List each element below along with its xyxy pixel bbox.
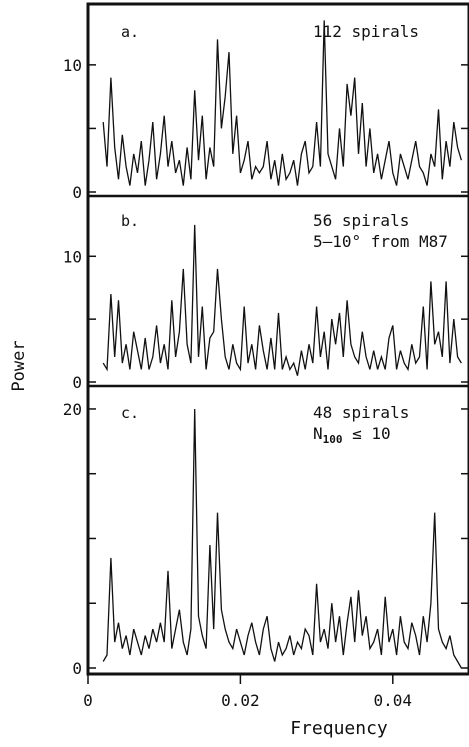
panel-annotation: 56 spirals — [313, 211, 409, 230]
panel-annotation: 112 spirals — [313, 22, 419, 41]
y-tick-label: 10 — [63, 247, 82, 266]
plot-frame — [86, 2, 469, 676]
panel-b: 0 10 b. 56 spirals 5–10° from M87 — [63, 211, 469, 392]
panel-c: 0 20 c. 48 spirals N100 ≤ 10 — [63, 400, 469, 678]
power-series-line — [102, 20, 463, 186]
y-tick-label: 10 — [63, 56, 82, 75]
panel-annotation: 5–10° from M87 — [313, 232, 448, 251]
panel-annotation: 48 spirals — [313, 403, 409, 422]
x-tick-label: 0.02 — [221, 691, 260, 710]
y-tick-label: 0 — [72, 373, 82, 392]
y-axis-title: Power — [9, 340, 29, 391]
panel-annotation: N100 ≤ 10 — [313, 424, 391, 446]
x-axis-title: Frequency — [290, 718, 388, 739]
x-axis: 0 0.02 0.04 — [83, 674, 412, 710]
x-tick-label: 0.04 — [374, 691, 413, 710]
x-tick-label: 0 — [83, 691, 93, 710]
panel-letter: a. — [121, 23, 139, 41]
power-series-line — [102, 408, 462, 669]
y-tick-label: 0 — [72, 659, 82, 678]
y-tick-label: 0 — [72, 183, 82, 202]
y-tick-label: 20 — [63, 400, 82, 419]
panel-a: 0 10 a. 112 spirals — [63, 20, 469, 202]
panels-group: 0 10 a. 112 spirals 0 10 b. 56 spirals 5–10° fro… — [63, 20, 469, 678]
panel-letter: c. — [121, 404, 139, 422]
power-series-line — [102, 224, 462, 376]
panel-letter: b. — [121, 212, 139, 230]
